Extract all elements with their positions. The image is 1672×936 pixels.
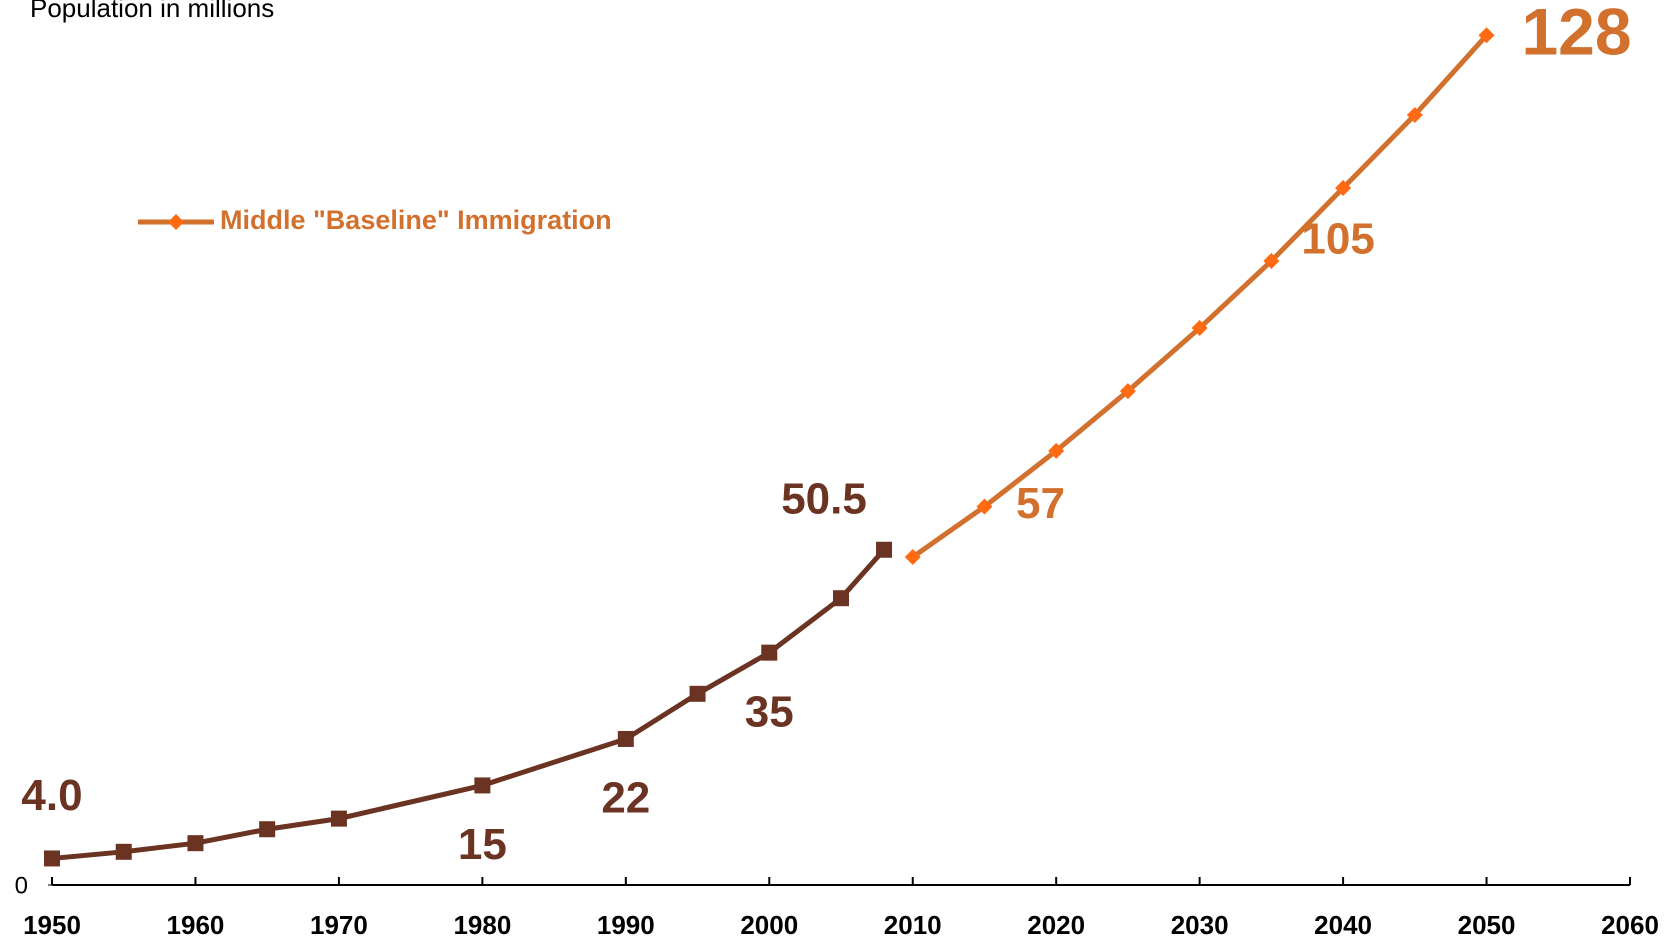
x-tick-label: 1970 — [310, 910, 368, 936]
marker — [876, 541, 893, 558]
marker — [689, 685, 706, 702]
marker — [259, 821, 276, 838]
marker — [1191, 320, 1208, 337]
marker — [833, 590, 849, 607]
marker — [1335, 179, 1352, 196]
marker — [330, 810, 347, 827]
series-line — [911, 33, 1489, 560]
marker — [904, 549, 921, 566]
x-tick-label: 2060 — [1601, 910, 1659, 936]
chart-subtitle: Population in millions — [30, 0, 274, 23]
x-tick-label: 2030 — [1171, 910, 1229, 936]
legend-marker — [168, 214, 184, 230]
x-tick-label: 1990 — [597, 910, 655, 936]
marker — [1478, 27, 1495, 44]
data-label: 57 — [1016, 479, 1065, 528]
y-tick-label: 0 — [15, 872, 28, 899]
x-tick-label: 2020 — [1027, 910, 1085, 936]
marker — [44, 850, 60, 867]
marker — [1406, 106, 1423, 123]
marker — [187, 835, 204, 852]
x-tick-label: 2000 — [740, 910, 798, 936]
marker — [617, 730, 634, 747]
data-label: 15 — [458, 820, 507, 869]
data-label: 128 — [1521, 0, 1631, 69]
x-tick-label: 2010 — [884, 910, 942, 936]
data-label: 50.5 — [781, 474, 867, 523]
marker — [976, 498, 993, 515]
data-label: 35 — [745, 687, 794, 736]
marker — [115, 843, 132, 860]
x-tick-label: 2040 — [1314, 910, 1372, 936]
marker — [1119, 383, 1136, 400]
x-tick-label: 2050 — [1458, 910, 1516, 936]
x-tick-label: 1950 — [23, 910, 81, 936]
marker — [1263, 252, 1280, 269]
x-tick-label: 1980 — [453, 910, 511, 936]
data-label: 4.0 — [21, 771, 82, 820]
marker — [1048, 442, 1065, 459]
data-label: 105 — [1301, 215, 1374, 264]
marker — [474, 777, 491, 794]
x-tick-label: 1960 — [167, 910, 225, 936]
marker — [761, 644, 778, 661]
data-label: 22 — [601, 774, 650, 823]
legend-label: Middle "Baseline" Immigration — [220, 205, 612, 235]
